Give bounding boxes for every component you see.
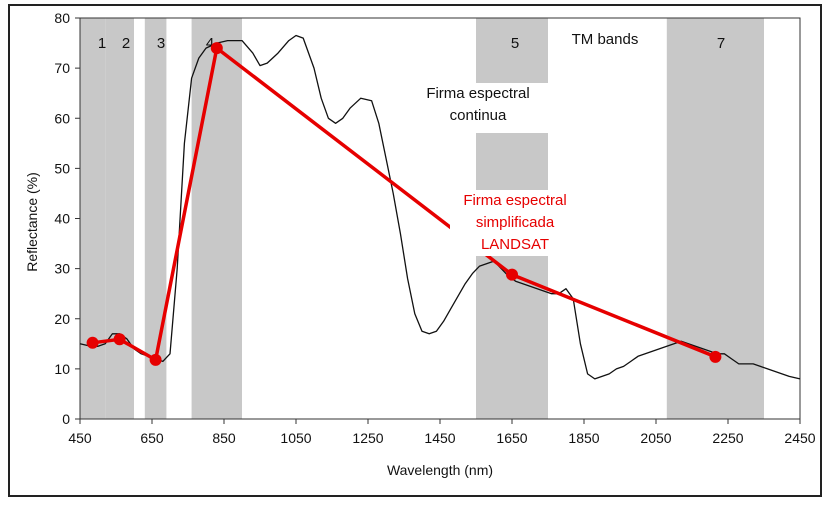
y-tick-label: 60 [54, 110, 70, 126]
annotation-landsat-line-1: Firma espectral [463, 192, 567, 209]
y-tick-label: 50 [54, 160, 70, 176]
x-tick-label: 1450 [424, 430, 455, 446]
x-tick-label: 1050 [280, 430, 311, 446]
series-layer [79, 34, 801, 380]
x-axis-title: Wavelength (nm) [387, 462, 493, 478]
landsat-point-5 [506, 268, 518, 281]
landsat-simplified-line [92, 46, 717, 362]
tm-band-label-2: 2 [122, 35, 130, 52]
y-tick-label: 70 [54, 60, 70, 76]
landsat-point-3 [149, 353, 162, 366]
y-tick-label: 0 [62, 411, 70, 427]
tm-band-3 [144, 18, 167, 419]
x-tick-label: 2050 [640, 430, 671, 446]
annotation-continuous: Firma espectral continua [405, 83, 551, 133]
tm-band-1 [80, 18, 106, 419]
tm-band-label-7: 7 [717, 35, 725, 52]
x-tick-label: 850 [212, 430, 236, 446]
landsat-point-4 [210, 42, 223, 55]
tm-band-label-3: 3 [157, 35, 165, 52]
landsat-point-6 [709, 350, 722, 363]
x-tick-label: 1250 [352, 430, 383, 446]
annotation-continuous-line-2: continua [449, 107, 507, 124]
y-tick-label: 30 [54, 261, 70, 277]
annotation-landsat-line-2: simplificada [475, 214, 555, 231]
x-tick-label: 2450 [784, 430, 815, 446]
y-tick-label: 40 [54, 211, 70, 227]
figure-frame [8, 4, 822, 497]
landsat-point-1 [86, 336, 99, 349]
landsat-point-2 [113, 333, 126, 346]
tm-band-label-5: 5 [511, 35, 519, 52]
x-tick-label: 650 [140, 430, 164, 446]
tm-band-4 [191, 18, 242, 419]
y-tick-label: 80 [54, 10, 70, 26]
tm-band-2 [105, 18, 134, 419]
y-axis-title: Reflectance (%) [24, 172, 40, 272]
x-tick-label: 2250 [712, 430, 743, 446]
y-tick-label: 20 [54, 311, 70, 327]
annotation-landsat: Firma espectral simplificada LANDSAT [450, 190, 580, 256]
axis-ticks-layer: 450 650 850 1050 1250 1450 1650 1850 2050 2250 245… [54, 10, 815, 446]
annotation-landsat-line-3: LANDSAT [480, 236, 550, 253]
tm-band-label-1: 1 [98, 35, 106, 52]
tm-bands-title: TM bands [572, 31, 639, 48]
x-tick-label: 1650 [496, 430, 527, 446]
x-tick-label: 1850 [568, 430, 599, 446]
x-tick-label: 450 [68, 430, 92, 446]
tm-band-label-4: 4 [206, 35, 214, 52]
annotation-continuous-line-1: Firma espectral [426, 85, 530, 102]
y-tick-label: 10 [54, 361, 70, 377]
